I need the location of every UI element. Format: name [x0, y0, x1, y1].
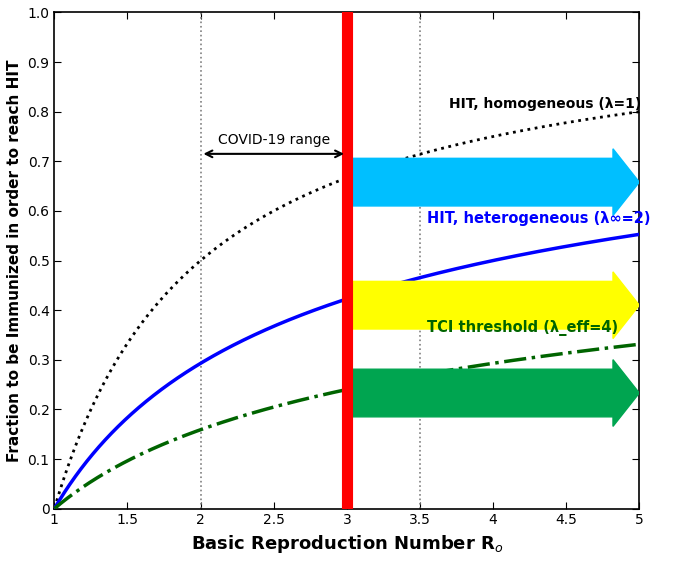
Y-axis label: Fraction to be Immunized in order to reach HIT: Fraction to be Immunized in order to rea… — [7, 60, 22, 462]
Text: HIT, homogeneous (λ=1): HIT, homogeneous (λ=1) — [449, 97, 642, 111]
X-axis label: Basic Reproduction Number R$_o$: Basic Reproduction Number R$_o$ — [191, 533, 503, 555]
Text: HIT, heterogeneous (λ∞=2): HIT, heterogeneous (λ∞=2) — [427, 211, 650, 226]
Text: TCI threshold (λ_eff=4): TCI threshold (λ_eff=4) — [427, 320, 619, 336]
FancyArrow shape — [347, 149, 640, 215]
Text: COVID-19 range: COVID-19 range — [218, 133, 330, 147]
FancyArrow shape — [347, 360, 640, 427]
FancyArrow shape — [347, 272, 640, 338]
